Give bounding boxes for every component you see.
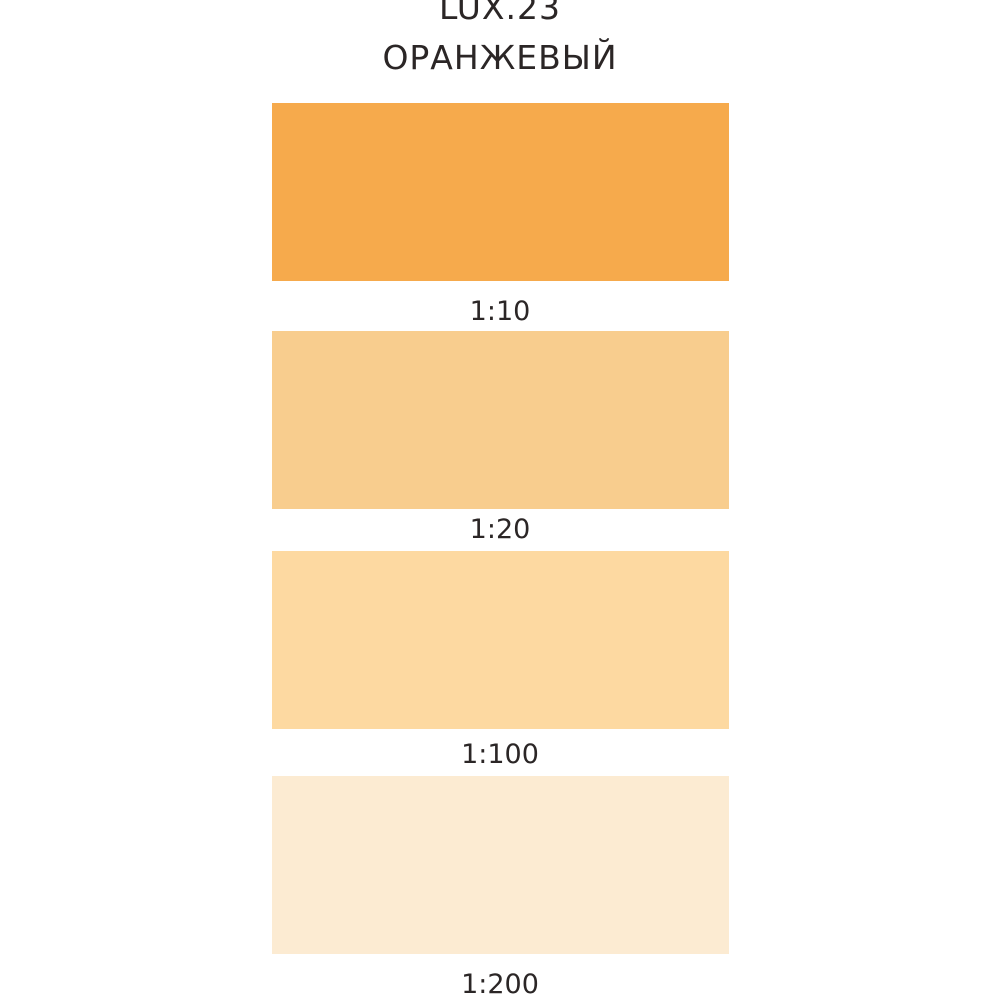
color-name: ОРАНЖЕВЫЙ bbox=[382, 38, 618, 77]
swatch-1-200 bbox=[272, 776, 729, 954]
product-code: LUX.23 bbox=[439, 0, 561, 27]
swatch-label: 1:10 bbox=[469, 296, 531, 327]
swatch-label: 1:200 bbox=[461, 969, 539, 1000]
swatch-1-100 bbox=[272, 551, 729, 729]
swatch-1-20 bbox=[272, 331, 729, 509]
swatch-label: 1:20 bbox=[469, 514, 531, 545]
swatch-label: 1:100 bbox=[461, 739, 539, 770]
swatch-1-10 bbox=[272, 103, 729, 281]
